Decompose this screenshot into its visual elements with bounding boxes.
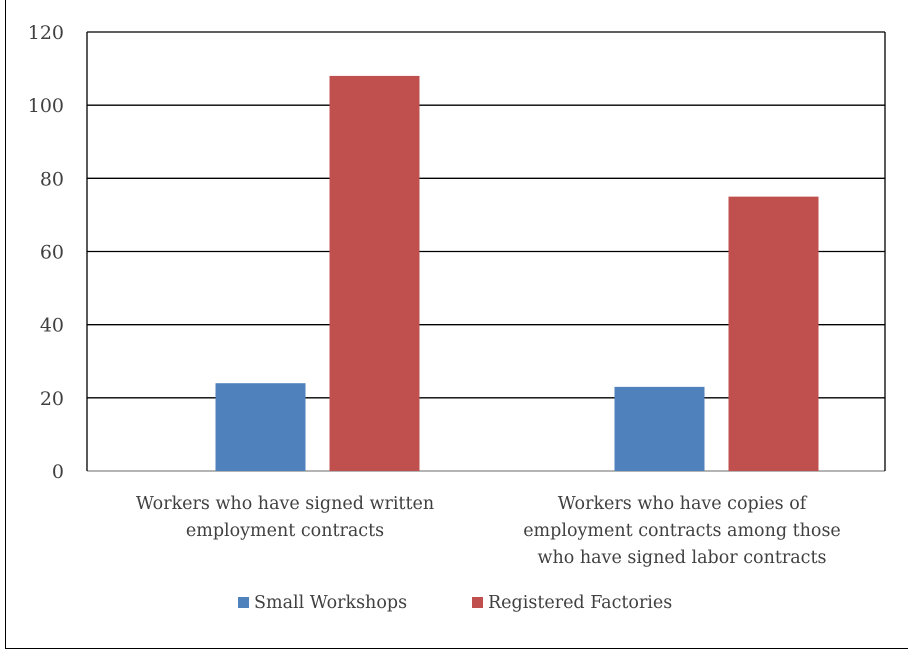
category-label-line: Workers who have signed written	[136, 494, 434, 514]
chart-frame	[5, 0, 908, 649]
category-label-line: who have signed labor contracts	[538, 548, 827, 568]
category-label-line: employment contracts among those	[523, 521, 841, 541]
category-label-line: employment contracts	[186, 521, 384, 541]
y-axis-ticks: 0 20 40 60 80 100 120	[28, 22, 64, 483]
category-label-line: Workers who have copies of	[558, 494, 808, 514]
category-label: Workers who have signed written employmen…	[136, 494, 434, 541]
y-tick-label: 40	[40, 315, 64, 337]
y-tick-label: 20	[40, 388, 64, 410]
y-tick-label: 100	[28, 95, 64, 117]
category-labels: Workers who have signed written employmen…	[136, 494, 841, 568]
legend-swatch	[238, 597, 249, 608]
bars	[215, 75, 819, 472]
legend: Small Workshops Registered Factories	[238, 593, 672, 613]
bar-small-workshops-0	[215, 383, 306, 471]
legend-swatch	[472, 597, 483, 608]
legend-label: Small Workshops	[254, 593, 407, 613]
y-tick-label: 60	[40, 242, 64, 264]
category-label: Workers who have copies of employment con…	[523, 494, 841, 568]
y-tick-label: 0	[52, 461, 64, 483]
bar-registered-factories-1	[728, 196, 819, 471]
bar-registered-factories-0	[329, 75, 420, 472]
y-tick-label: 80	[40, 168, 64, 190]
bar-small-workshops-1	[614, 386, 705, 471]
legend-label: Registered Factories	[488, 593, 672, 613]
y-tick-label: 120	[28, 22, 64, 44]
